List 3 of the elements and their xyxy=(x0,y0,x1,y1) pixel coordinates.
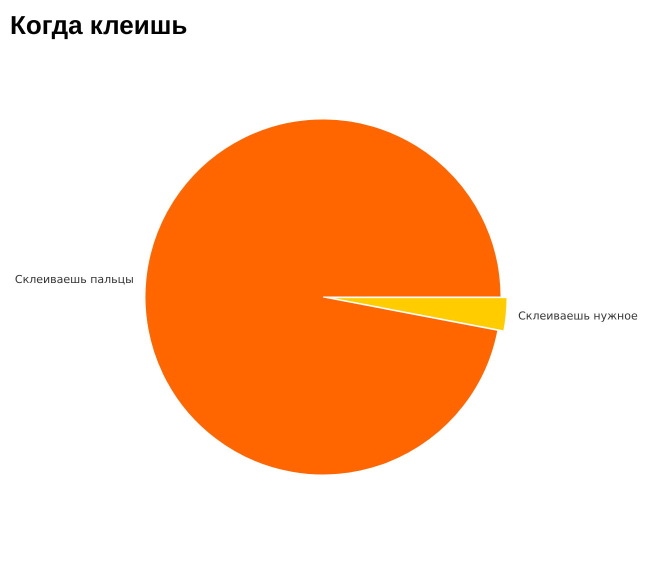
chart-title: Когда клеишь xyxy=(10,10,188,40)
slice-label: Склеиваешь нужное xyxy=(518,309,638,322)
slice-label: Склеиваешь пальцы xyxy=(14,272,134,286)
